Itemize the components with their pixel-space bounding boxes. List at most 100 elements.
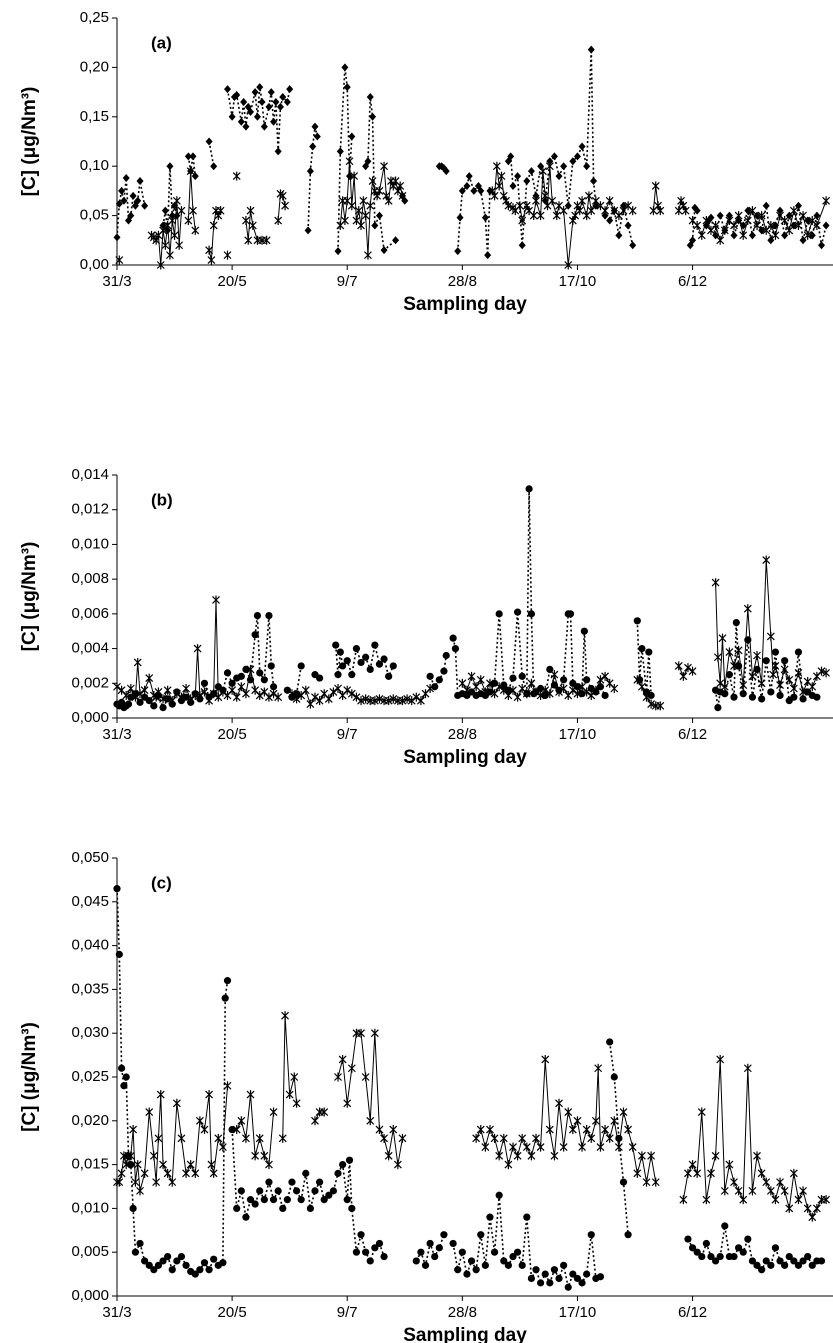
marker-shape — [336, 648, 344, 656]
data-point — [193, 644, 202, 654]
data-point — [336, 648, 344, 656]
marker-shape — [156, 260, 165, 270]
marker-shape — [817, 666, 826, 676]
marker-shape — [803, 230, 812, 240]
data-point — [223, 1081, 232, 1091]
marker-shape — [472, 1133, 481, 1143]
data-point — [545, 1125, 554, 1135]
marker-shape — [209, 1168, 218, 1178]
marker-shape — [771, 1244, 780, 1252]
marker-shape — [633, 1168, 642, 1178]
data-point — [536, 1142, 545, 1152]
data-point — [513, 692, 522, 702]
marker-shape — [357, 1231, 365, 1239]
marker-shape — [237, 672, 245, 680]
data-point — [339, 1161, 347, 1169]
marker-shape — [458, 1248, 466, 1256]
data-point — [352, 1248, 361, 1256]
data-point — [302, 1169, 310, 1177]
marker-shape — [375, 1239, 384, 1248]
marker-shape — [417, 1248, 425, 1256]
marker-shape — [152, 1177, 161, 1187]
data-point — [195, 690, 204, 700]
data-point — [274, 147, 282, 156]
marker-shape — [426, 683, 435, 693]
data-point — [340, 216, 349, 226]
data-point — [716, 678, 725, 688]
data-point — [131, 1248, 140, 1256]
data-point — [697, 230, 706, 240]
data-point — [347, 689, 356, 699]
marker-shape — [150, 702, 158, 710]
marker-shape — [463, 685, 471, 695]
data-point — [218, 1142, 227, 1152]
data-point — [228, 679, 236, 687]
data-point — [606, 216, 614, 225]
data-point — [311, 1187, 319, 1195]
data-point — [283, 1196, 291, 1204]
data-point — [766, 1186, 775, 1196]
marker-shape — [159, 221, 167, 230]
marker-shape — [753, 1151, 761, 1161]
data-point — [523, 177, 531, 186]
data-point — [789, 683, 798, 693]
marker-shape — [769, 670, 778, 680]
data-point — [306, 167, 314, 176]
data-point — [628, 206, 637, 216]
data-point — [610, 1073, 618, 1081]
marker-shape — [458, 678, 467, 688]
marker-shape — [587, 206, 596, 216]
marker-shape — [527, 678, 536, 688]
data-point — [368, 176, 377, 186]
marker-shape — [716, 1054, 725, 1064]
marker-shape — [799, 211, 807, 221]
marker-shape — [702, 1239, 710, 1248]
data-point — [753, 1261, 761, 1269]
marker-shape — [375, 1125, 384, 1135]
marker-shape — [279, 1204, 287, 1212]
marker-shape — [189, 206, 197, 216]
marker-shape — [587, 1133, 596, 1143]
data-point — [207, 1160, 216, 1170]
marker-shape — [605, 196, 614, 206]
marker-shape — [714, 703, 722, 712]
data-point — [159, 1160, 167, 1170]
data-point — [555, 1274, 563, 1283]
marker-shape — [499, 1133, 508, 1143]
marker-shape — [292, 1187, 301, 1195]
data-point — [552, 211, 561, 221]
data-point — [721, 1222, 729, 1230]
marker-shape — [684, 1168, 692, 1178]
data-point — [348, 1204, 356, 1212]
marker-shape — [115, 255, 124, 265]
data-point — [384, 1151, 393, 1161]
marker-shape — [758, 695, 766, 703]
data-point — [228, 1125, 236, 1134]
data-point — [596, 1273, 605, 1281]
marker-shape — [292, 694, 301, 704]
marker-shape — [316, 1178, 324, 1186]
data-point — [431, 1252, 439, 1261]
data-point — [721, 690, 729, 698]
data-point — [679, 671, 688, 681]
data-point — [253, 611, 262, 620]
data-point — [140, 685, 149, 695]
marker-shape — [573, 689, 582, 699]
marker-shape — [559, 1142, 568, 1152]
data-point — [569, 157, 577, 166]
data-point — [799, 1186, 807, 1196]
marker-shape — [334, 247, 342, 256]
data-point — [297, 662, 305, 670]
data-point — [242, 1213, 250, 1221]
marker-shape — [343, 1196, 351, 1204]
data-point — [472, 1266, 480, 1274]
marker-shape — [522, 1142, 531, 1152]
marker-shape — [748, 671, 757, 681]
marker-shape — [346, 172, 354, 181]
marker-shape — [191, 1168, 200, 1178]
marker-shape — [218, 1142, 227, 1152]
marker-shape — [127, 1161, 135, 1169]
marker-shape — [380, 1252, 388, 1261]
data-point — [620, 201, 627, 210]
marker-shape — [785, 1203, 794, 1213]
